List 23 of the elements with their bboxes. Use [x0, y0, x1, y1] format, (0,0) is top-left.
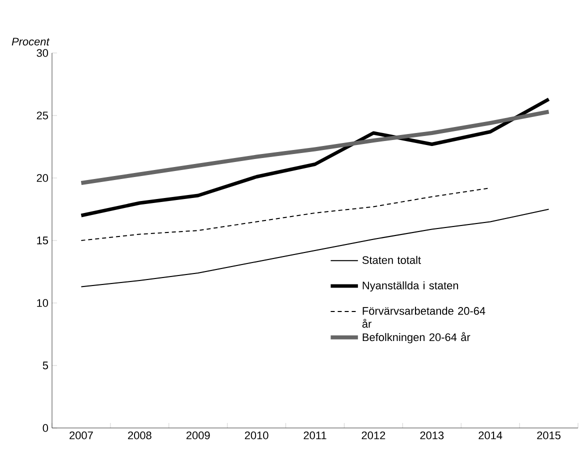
- x-tick-label: 2011: [304, 432, 326, 440]
- y-tick-label: 15: [37, 236, 48, 244]
- y-tick-label: 10: [37, 299, 48, 307]
- x-tick-label: 2012: [362, 432, 386, 440]
- legend-label: Befolkningen 20-64 år: [362, 332, 470, 344]
- line-series: [79, 97, 551, 218]
- x-tick-label: 2008: [128, 432, 152, 440]
- x-tick-label: 2015: [537, 432, 560, 440]
- x-tick-label: 2014: [478, 432, 502, 440]
- line-series: [79, 110, 551, 185]
- y-tick-label: 0: [42, 424, 48, 432]
- legend-label: Nyanställda i staten: [362, 281, 458, 292]
- y-axis-title: Procent: [12, 38, 50, 46]
- x-tick-label: 2009: [186, 432, 210, 440]
- legend-label: Staten totalt: [362, 256, 421, 264]
- y-tick-label: 5: [42, 362, 48, 370]
- y-tick-label: 25: [36, 112, 48, 120]
- legend-label: Förvärvsarbetande 20-64 år: [362, 306, 486, 328]
- y-tick-label: 30: [36, 49, 48, 57]
- y-tick-label: 20: [36, 174, 48, 182]
- x-tick-label: 2013: [420, 432, 444, 440]
- x-tick-label: 2010: [244, 432, 268, 440]
- x-tick-label: 2007: [70, 432, 93, 440]
